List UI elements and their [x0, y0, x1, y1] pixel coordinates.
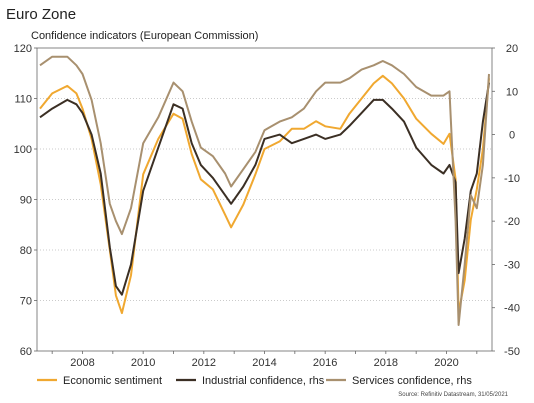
right-tick-label: 10 — [506, 86, 518, 98]
legend-label: Economic sentiment — [63, 375, 162, 387]
x-tick-label: 2014 — [252, 357, 276, 369]
grid-lines — [36, 47, 493, 352]
left-tick-label: 110 — [14, 94, 32, 106]
x-tick-label: 2010 — [131, 357, 155, 369]
right-tick-label: -10 — [504, 173, 520, 185]
right-tick-label: -40 — [504, 303, 520, 315]
series-lines — [39, 55, 490, 326]
right-tick-label: 20 — [506, 43, 518, 55]
left-axis-ticks: 60 70 80 90 100 110 120 — [14, 43, 37, 358]
legend-label: Services confidence, rhs — [352, 375, 472, 387]
series-line-economic-sentiment — [39, 74, 490, 315]
x-tick-label: 2016 — [313, 357, 337, 369]
left-tick-label: 100 — [14, 144, 32, 156]
left-tick-label: 90 — [20, 195, 32, 207]
left-tick-label: 70 — [20, 296, 32, 308]
right-tick-label: -20 — [504, 216, 520, 228]
x-axis-ticks: 2008 2010 2012 2014 2016 2018 2020 — [51, 351, 478, 369]
left-tick-label: 80 — [20, 245, 32, 257]
chart-title: Euro Zone — [6, 6, 77, 23]
right-axis-ticks: -50 -40 -30 -20 -10 0 10 20 — [492, 43, 520, 358]
chart-subtitle: Confidence indicators (European Commissi… — [31, 30, 259, 42]
left-tick-label: 60 — [20, 346, 32, 358]
x-tick-label: 2018 — [374, 357, 398, 369]
series-line-industrial-confidence-rhs — [39, 82, 490, 296]
legend-label: Industrial confidence, rhs — [202, 375, 325, 387]
x-tick-label: 2012 — [192, 357, 216, 369]
x-tick-label: 2020 — [434, 357, 458, 369]
plot-frame — [36, 47, 493, 352]
right-tick-label: -50 — [504, 346, 520, 358]
series-line-services-confidence-rhs — [39, 55, 490, 326]
legend: Economic sentiment Industrial confidence,… — [37, 375, 472, 387]
right-tick-label: 0 — [509, 130, 515, 142]
x-tick-label: 2008 — [70, 357, 94, 369]
left-tick-label: 120 — [14, 43, 32, 55]
right-tick-label: -30 — [504, 259, 520, 271]
source-note: Source: Refinitiv Datastream, 31/05/2021 — [398, 392, 508, 398]
